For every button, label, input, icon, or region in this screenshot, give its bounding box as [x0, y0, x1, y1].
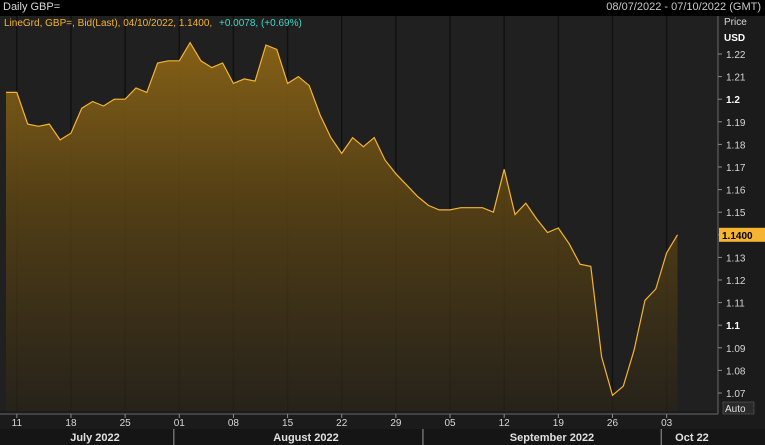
- x-tick-label: 11: [12, 418, 23, 429]
- y-tick-label: 1.17: [726, 163, 746, 174]
- y-tick-label: 1.12: [726, 276, 746, 287]
- y-tick-label: 1.18: [726, 140, 746, 151]
- y-tick-label: 1.19: [726, 118, 746, 129]
- chart-title: Daily GBP=: [3, 1, 61, 13]
- currency-label: USD: [724, 33, 745, 44]
- x-tick-label: 18: [65, 418, 77, 429]
- x-tick-label: 19: [553, 418, 565, 429]
- x-tick-label: 15: [282, 418, 294, 429]
- x-tick-label: 03: [661, 418, 673, 429]
- x-tick-label: 22: [336, 418, 348, 429]
- x-tick-label: 25: [120, 418, 132, 429]
- legend-change: +0.0078, (+0.69%): [219, 18, 302, 29]
- auto-scale-button[interactable]: [722, 401, 755, 415]
- y-tick-label: 1.09: [726, 344, 746, 355]
- date-range: 08/07/2022 - 07/10/2022 (GMT): [606, 1, 761, 13]
- legend: LineGrd, GBP=, Bid(Last), 04/10/2022, 1.…: [4, 18, 302, 29]
- last-value-badge: 1.1400: [719, 227, 765, 242]
- month-label: Oct 22: [675, 432, 709, 444]
- y-tick-label: 1.2: [726, 95, 740, 106]
- x-tick-label: 26: [607, 418, 619, 429]
- x-tick-label: 01: [174, 418, 186, 429]
- legend-series: LineGrd, GBP=, Bid(Last), 04/10/2022, 1.…: [4, 18, 212, 29]
- y-tick-label: 1.13: [726, 253, 746, 264]
- last-value-label: 1.1400: [722, 231, 753, 242]
- price-axis-label: Price: [724, 17, 747, 28]
- price-area: [6, 42, 678, 411]
- x-tick-label: 05: [444, 418, 456, 429]
- y-tick-label: 1.08: [726, 366, 746, 377]
- price-line: [6, 41, 679, 397]
- chart-header-bar: Daily GBP= 08/07/2022 - 07/10/2022 (GMT): [0, 0, 765, 16]
- auto-scale-label: Auto: [725, 404, 746, 415]
- y-tick-label: 1.15: [726, 208, 746, 219]
- y-axis-ticks: 1.221.211.21.191.181.171.161.151.141.131…: [718, 50, 746, 400]
- x-tick-label: 12: [499, 418, 511, 429]
- month-label: September 2022: [510, 432, 594, 444]
- x-tick-label: 08: [228, 418, 240, 429]
- month-label: August 2022: [273, 432, 338, 444]
- month-label: July 2022: [70, 432, 120, 444]
- y-tick-label: 1.16: [726, 186, 746, 197]
- month-labels: July 2022 August 2022 September 2022 Oct 22: [70, 429, 709, 445]
- y-tick-label: 1.21: [726, 73, 746, 84]
- y-tick-label: 1.07: [726, 389, 746, 400]
- month-bar: [0, 429, 765, 445]
- x-tick-label: 29: [390, 418, 402, 429]
- x-axis-ticks: 11 18 25 01 08 15 22 29 05 12 19 26 03: [12, 414, 673, 429]
- y-tick-label: 1.11: [726, 299, 745, 310]
- y-tick-label: 1.1: [726, 321, 740, 332]
- y-tick-label: 1.22: [726, 50, 746, 61]
